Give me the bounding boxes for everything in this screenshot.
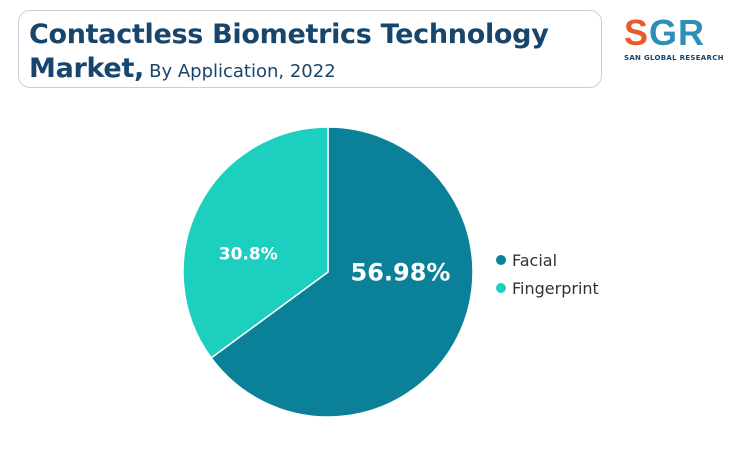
sgr-logo: SGR SAN GLOBAL RESEARCH	[624, 14, 724, 66]
chart-title-line1: Contactless Biometrics Technology	[29, 19, 549, 50]
logo-letter-s: S	[624, 12, 650, 53]
legend-swatch	[496, 283, 506, 293]
pie-slice-fingerprint	[182, 126, 329, 359]
legend-item-facial: Facial	[496, 246, 599, 274]
legend: Facial Fingerprint	[496, 246, 599, 302]
data-label-fingerprint: 30.8%	[219, 245, 278, 265]
legend-item-fingerprint: Fingerprint	[496, 274, 599, 302]
logo-subtitle: SAN GLOBAL RESEARCH	[624, 54, 724, 62]
chart-subtitle: By Application, 2022	[149, 61, 336, 82]
pie-slice-facial	[210, 126, 474, 418]
chart-title-market: Market,	[29, 53, 145, 84]
data-label-facial: 56.98%	[351, 258, 451, 286]
legend-swatch	[496, 255, 506, 265]
title-box: Contactless Biometrics Technology Market…	[18, 10, 602, 88]
legend-label: Fingerprint	[512, 278, 599, 298]
logo-wordmark: SGR	[624, 14, 724, 52]
legend-label: Facial	[512, 250, 558, 270]
logo-letters-gr: GR	[649, 12, 706, 53]
chart-title-line2: Market, By Application, 2022	[29, 53, 601, 88]
